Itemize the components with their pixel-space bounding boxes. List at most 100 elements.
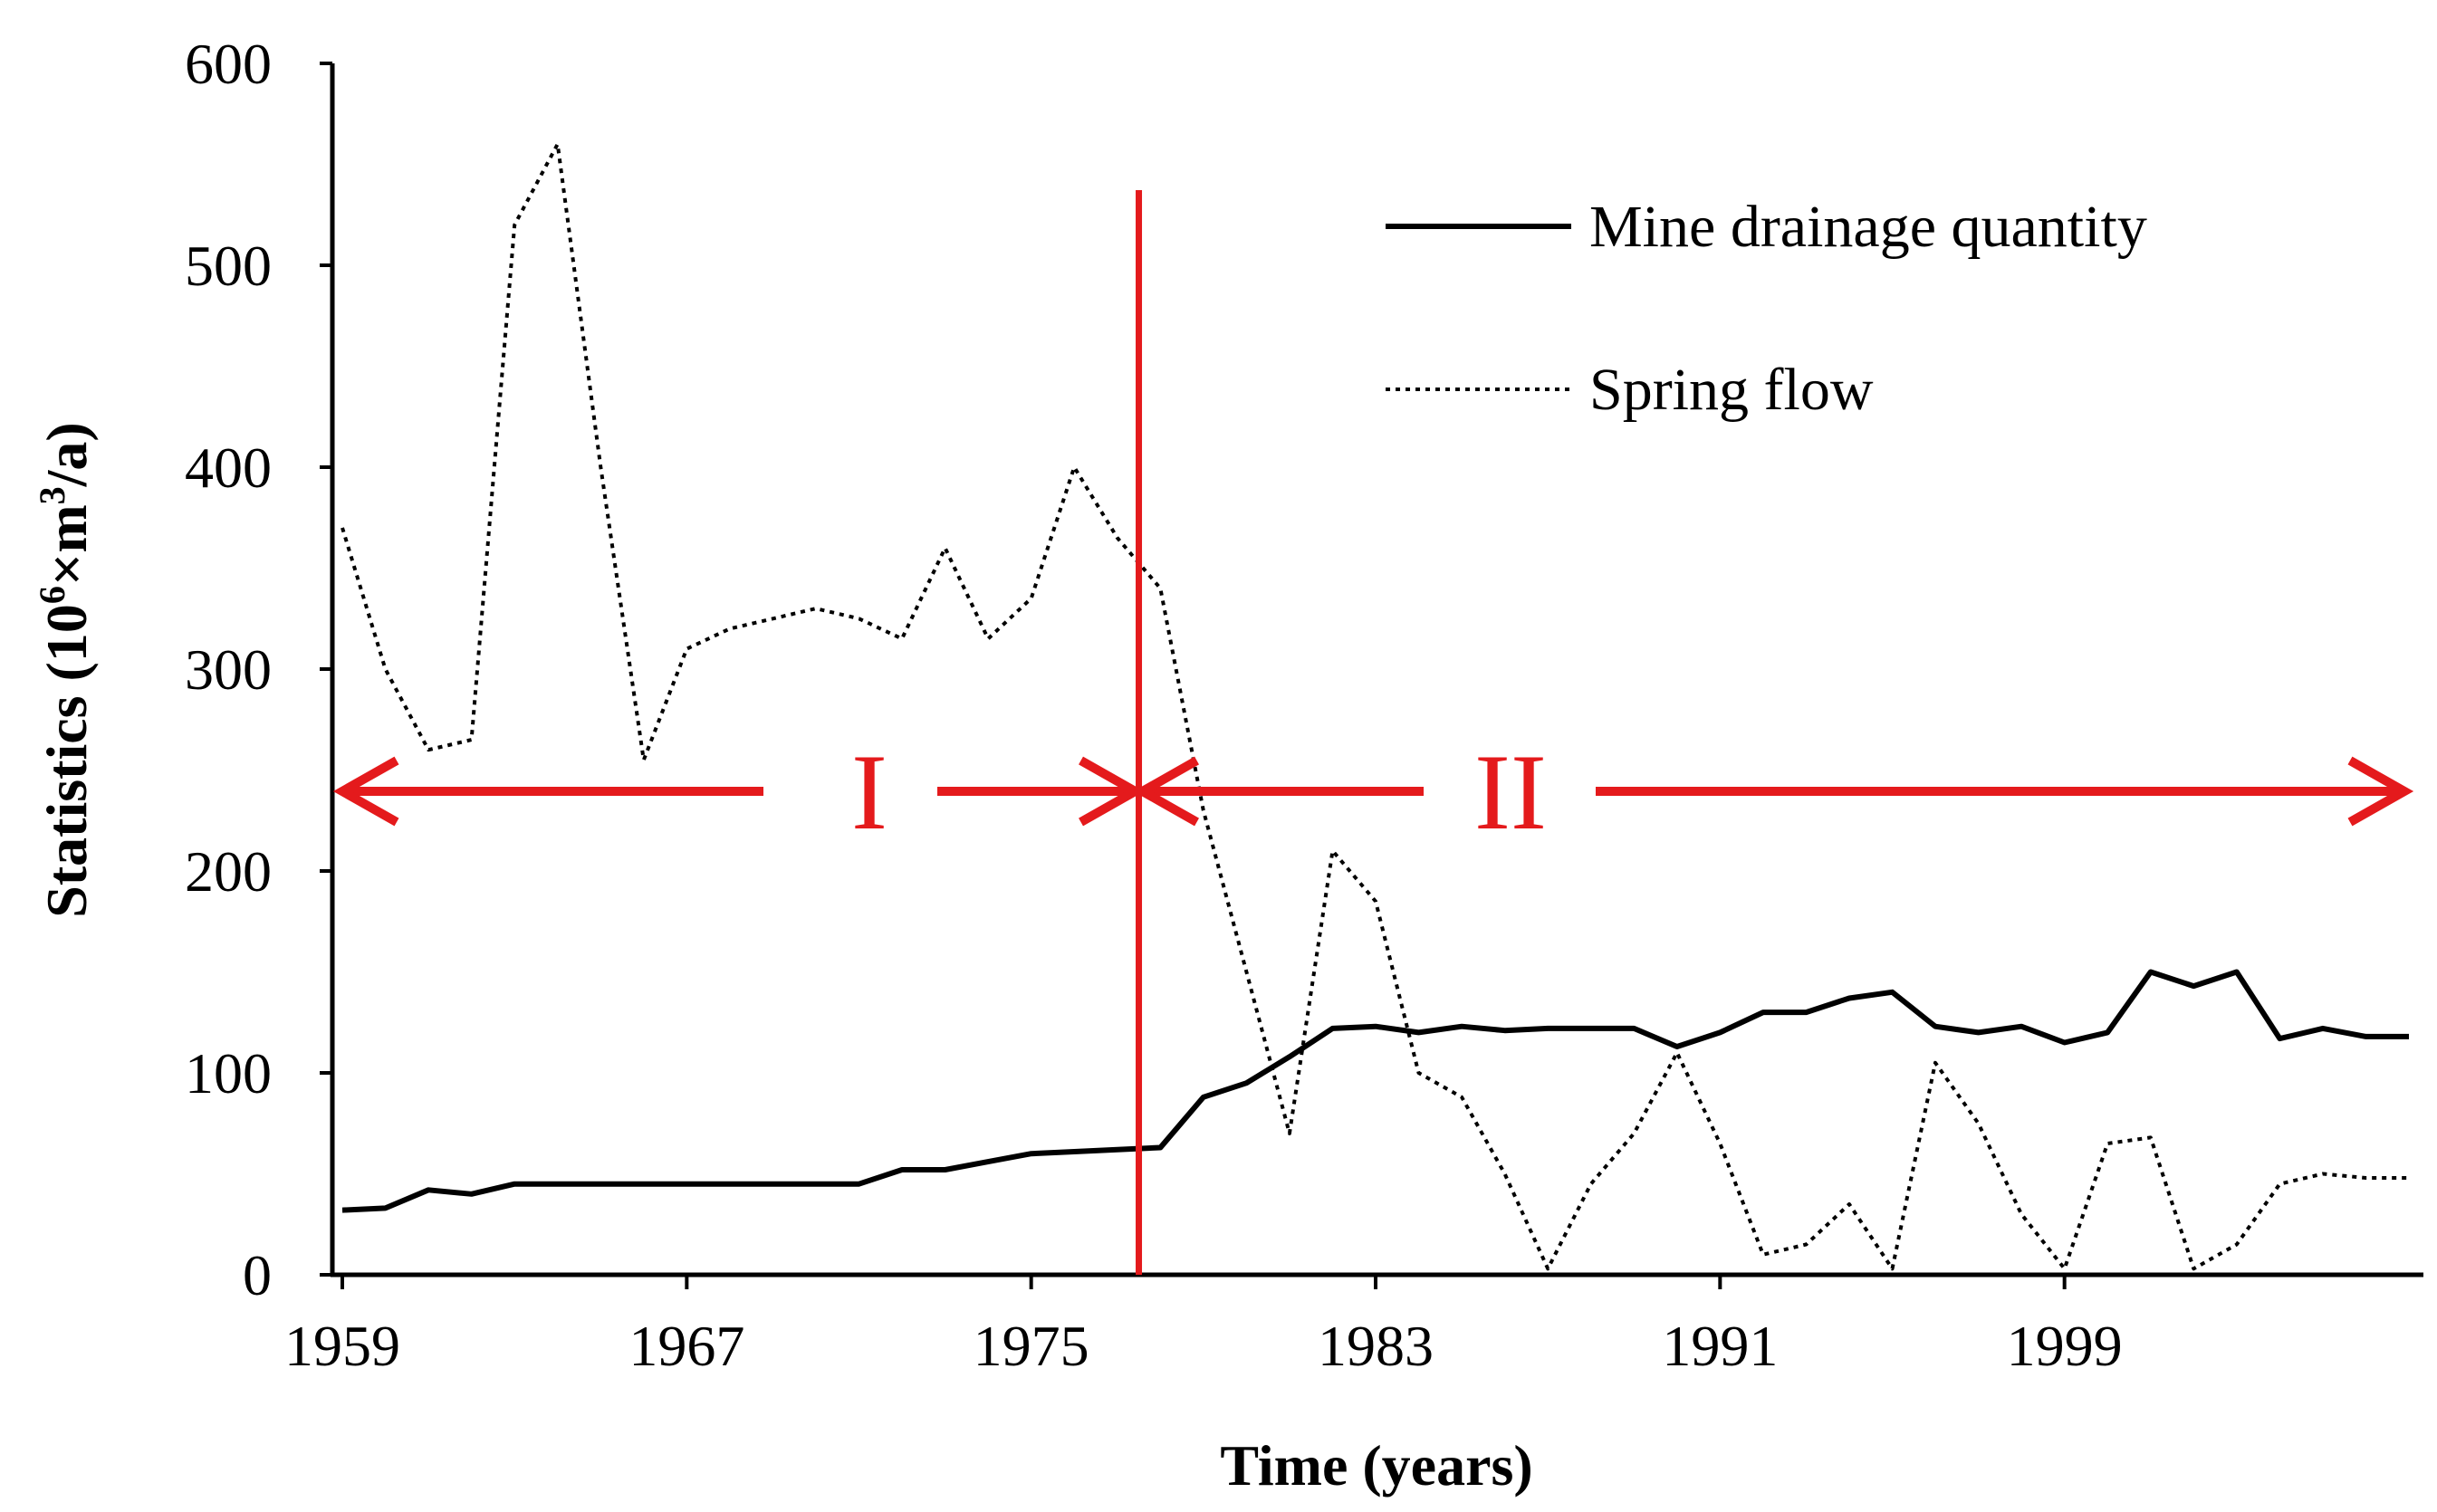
- series-line-mine-drainage: [341, 969, 2409, 1213]
- data-point: [1676, 1047, 1677, 1048]
- data-point: [2064, 1268, 2065, 1269]
- data-point: [600, 467, 601, 468]
- data-point: [643, 760, 644, 761]
- data-point: [1462, 1026, 1463, 1027]
- data-point: [1160, 1147, 1161, 1148]
- data-point: [2279, 1038, 2280, 1039]
- data-point: [342, 1210, 343, 1211]
- data-point: [1246, 971, 1247, 972]
- data-point: [1418, 1073, 1419, 1074]
- data-point: [729, 1183, 730, 1184]
- data-point: [2409, 1036, 2410, 1037]
- data-point: [1289, 1133, 1290, 1134]
- y-tick-label: 100: [185, 1041, 272, 1105]
- data-point: [600, 1183, 601, 1184]
- data-point: [2064, 1042, 2065, 1043]
- x-tick-label: 1959: [284, 1314, 400, 1378]
- data-point: [471, 740, 472, 741]
- data-point: [428, 750, 429, 751]
- data-point: [1332, 1028, 1333, 1029]
- data-point: [1117, 1149, 1118, 1150]
- y-axis-title-base: Statistics (10: [34, 604, 99, 918]
- series-layer: [341, 142, 2410, 1271]
- data-point: [772, 618, 773, 619]
- data-point: [1978, 1123, 1979, 1124]
- x-tick-label: 1999: [2007, 1314, 2123, 1378]
- data-point: [686, 1183, 687, 1184]
- legend-label-mine-drainage: Mine drainage quantity: [1589, 194, 2147, 260]
- data-point: [1848, 1203, 1849, 1204]
- data-point: [2236, 1244, 2237, 1245]
- legend-label-spring-flow: Spring flow: [1589, 357, 1874, 423]
- data-point: [2150, 1137, 2151, 1138]
- data-point: [385, 1208, 386, 1209]
- data-point: [772, 1183, 773, 1184]
- data-point: [1504, 1030, 1505, 1031]
- data-point: [1806, 1244, 1807, 1245]
- data-point: [514, 1183, 515, 1184]
- data-point: [1590, 1183, 1591, 1184]
- data-point: [1762, 1012, 1763, 1013]
- data-point: [428, 1190, 429, 1191]
- data-point: [1117, 538, 1118, 539]
- data-point: [1504, 1173, 1505, 1174]
- data-point: [2322, 1173, 2323, 1174]
- y-tick-label: 200: [185, 839, 272, 904]
- data-point: [2365, 1036, 2366, 1037]
- y-tick-label: 300: [185, 637, 272, 702]
- data-point: [815, 1183, 816, 1184]
- x-tick-label: 1975: [974, 1314, 1089, 1378]
- data-point: [2193, 986, 2194, 987]
- data-point: [1203, 810, 1204, 811]
- x-tick-label: 1967: [628, 1314, 744, 1378]
- x-axis-title: Time (years): [1220, 1433, 1532, 1498]
- data-point: [1418, 1032, 1419, 1033]
- data-point: [2193, 1268, 2194, 1269]
- data-point: [1762, 1254, 1763, 1255]
- x-tick-label: 1991: [1662, 1314, 1778, 1378]
- plot-area: 0 100 200 300 400 500 600 1959 1967 1975 1983 1991…: [185, 32, 2423, 1378]
- data-point: [2322, 1028, 2323, 1029]
- data-point: [385, 669, 386, 670]
- data-point: [1892, 991, 1893, 992]
- data-point: [988, 638, 989, 639]
- y-axis-title-exp1: 6: [32, 586, 72, 604]
- data-point: [1246, 1083, 1247, 1084]
- data-point: [1332, 850, 1333, 851]
- data-point: [1848, 998, 1849, 999]
- y-axis-title-tail: /a): [34, 422, 99, 487]
- data-point: [643, 1183, 644, 1184]
- data-point: [1935, 1062, 1936, 1063]
- x-ticks: 1959 1967 1975 1983 1991 1999: [284, 1275, 2123, 1378]
- y-axis-title-mid: ×m: [34, 504, 99, 586]
- y-tick-label: 500: [185, 234, 272, 298]
- data-point: [1548, 1268, 1549, 1269]
- data-point: [471, 1193, 472, 1194]
- data-point: [1806, 1012, 1807, 1013]
- data-point: [1074, 467, 1075, 468]
- annotation-layer: I II: [332, 190, 2414, 1275]
- y-axis-title: Statistics (106×m3/a): [32, 422, 99, 918]
- data-point: [1462, 1096, 1463, 1097]
- data-point: [1676, 1052, 1677, 1053]
- data-point: [815, 608, 816, 609]
- data-point: [557, 1183, 558, 1184]
- data-point: [1548, 1028, 1549, 1029]
- series-line-spring-flow: [341, 142, 2409, 1271]
- y-tick-label: 600: [185, 32, 272, 96]
- x-tick-label: 1983: [1318, 1314, 1434, 1378]
- data-point: [2409, 1177, 2410, 1178]
- data-point: [729, 628, 730, 629]
- data-point: [2107, 1032, 2108, 1033]
- data-point: [1978, 1032, 1979, 1033]
- data-point: [2279, 1183, 2280, 1184]
- phase-two-arrow-right-head: [2347, 756, 2414, 827]
- data-point: [2021, 1026, 2022, 1027]
- data-point: [1634, 1028, 1635, 1029]
- data-point: [2236, 971, 2237, 972]
- phase-two-label: II: [1474, 732, 1547, 852]
- data-point: [1720, 1032, 1721, 1033]
- y-axis-title-exp2: 3: [32, 486, 72, 504]
- data-point: [902, 1170, 903, 1171]
